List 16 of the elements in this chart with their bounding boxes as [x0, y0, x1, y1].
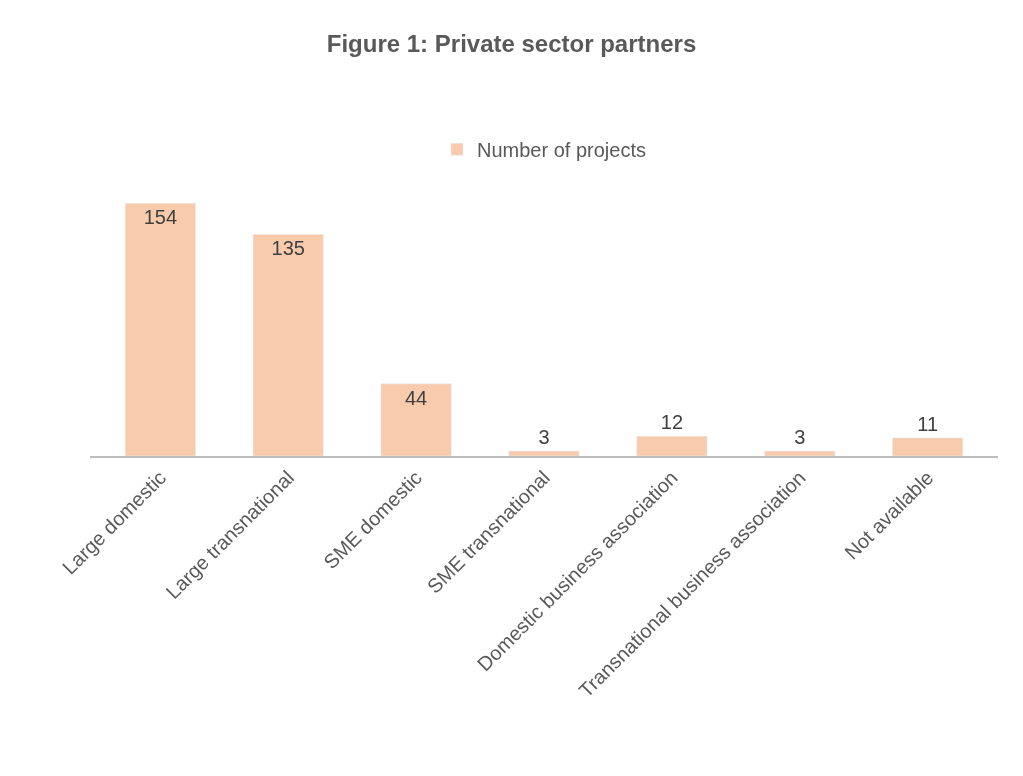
bar — [764, 450, 836, 456]
bar — [380, 383, 452, 456]
bar — [508, 450, 580, 456]
legend-label: Number of projects — [477, 139, 646, 162]
bar — [252, 234, 324, 456]
data-label: 11 — [917, 412, 939, 435]
data-label: 3 — [794, 426, 806, 449]
bar — [892, 437, 964, 456]
data-label: 12 — [660, 411, 684, 434]
chart-title: Figure 1: Private sector partners — [326, 29, 697, 57]
data-label: 154 — [143, 206, 178, 229]
data-label: 135 — [271, 237, 305, 260]
data-label: 44 — [404, 386, 428, 409]
bar — [124, 203, 196, 456]
bar — [636, 436, 708, 456]
data-label: 3 — [538, 426, 550, 449]
